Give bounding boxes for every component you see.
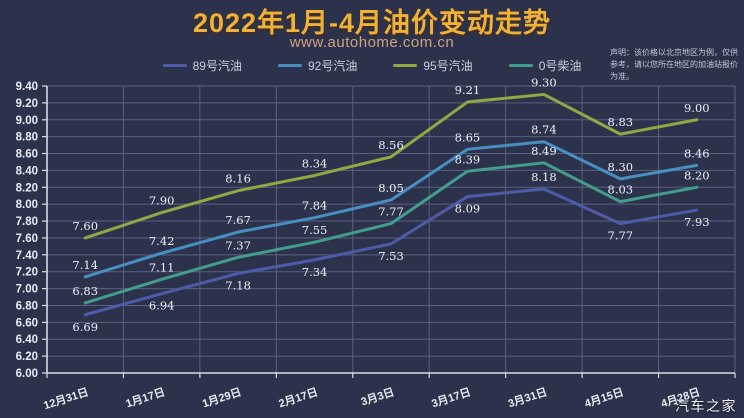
data-point-label: 7.37 xyxy=(225,238,251,252)
data-point-label: 9.21 xyxy=(455,83,481,97)
data-point-label: 7.53 xyxy=(378,249,404,263)
y-axis-label: 6.00 xyxy=(16,368,38,380)
y-axis-label: 7.60 xyxy=(16,233,38,245)
series-line-2 xyxy=(83,92,699,240)
series-line-1 xyxy=(83,140,699,279)
data-point-label: 6.94 xyxy=(149,299,175,313)
y-axis-label: 8.00 xyxy=(16,199,38,211)
data-point-label: 7.14 xyxy=(72,258,98,272)
x-axis-label: 12月31日 xyxy=(42,385,90,412)
legend-label: 89号汽油 xyxy=(192,59,242,73)
data-point-label: 8.16 xyxy=(225,172,251,186)
x-axis-label: 2月17日 xyxy=(277,385,319,410)
data-point-label: 6.69 xyxy=(72,320,98,334)
data-point-label: 7.11 xyxy=(149,260,175,274)
legend-item-3: 0号柴油 xyxy=(508,57,582,74)
data-point-label: 7.67 xyxy=(225,213,251,227)
legend-line-swatch xyxy=(162,64,187,67)
x-axis-label: 3月31日 xyxy=(506,385,548,410)
y-axis-label: 9.00 xyxy=(16,115,38,127)
data-point-label: 9.30 xyxy=(531,75,557,89)
data-point-label: 8.34 xyxy=(302,156,328,170)
data-point-label: 8.09 xyxy=(455,202,481,216)
y-axis-label: 6.60 xyxy=(16,317,38,329)
y-axis-label: 7.20 xyxy=(16,267,38,279)
chart-legend: 89号汽油 92号汽油 95号汽油 0号柴油 xyxy=(0,57,744,74)
legend-item-0: 89号汽油 xyxy=(162,57,242,74)
page-title: 2022年1月-4月油价变动走势 xyxy=(192,8,552,38)
x-axis-label: 1月29日 xyxy=(201,385,243,410)
data-point-label: 8.39 xyxy=(455,152,481,166)
autohome-watermark: 汽车之家 xyxy=(675,398,737,414)
y-axis-label: 8.80 xyxy=(16,132,38,144)
y-axis-label: 8.40 xyxy=(16,165,38,177)
data-point-label: 7.84 xyxy=(302,199,328,213)
x-axis-label: 1月17日 xyxy=(124,385,166,410)
data-point-label: 8.18 xyxy=(531,170,557,184)
data-point-label: 7.93 xyxy=(684,215,710,229)
x-axis-label: 4月15日 xyxy=(583,385,625,410)
legend-line-swatch xyxy=(508,64,533,67)
data-point-label: 7.18 xyxy=(225,278,251,292)
y-axis-label: 9.40 xyxy=(16,81,38,93)
legend-item-1: 92号汽油 xyxy=(277,57,358,74)
data-point-label: 8.74 xyxy=(531,123,557,137)
x-axis-label: 3月3日 xyxy=(359,385,396,408)
data-point-label: 8.05 xyxy=(378,181,404,195)
disclaimer-note: 声明：该价格以北京地区为例，仅供参考，请以您所在地区的加油站报价为准。 xyxy=(610,48,738,81)
y-axis-label: 8.60 xyxy=(16,149,38,161)
data-point-label: 8.46 xyxy=(684,146,710,160)
data-point-label: 8.56 xyxy=(378,138,404,152)
y-axis-label: 6.80 xyxy=(16,300,38,312)
data-point-label: 7.42 xyxy=(149,234,175,248)
legend-label: 95号汽油 xyxy=(423,59,473,73)
x-axis-label: 3月17日 xyxy=(430,385,472,410)
data-point-label: 8.20 xyxy=(684,168,710,182)
legend-label: 0号柴油 xyxy=(538,59,582,73)
data-point-label: 8.30 xyxy=(608,160,634,174)
data-point-label: 8.03 xyxy=(608,183,634,197)
legend-label: 92号汽油 xyxy=(307,59,358,73)
data-point-label: 7.90 xyxy=(149,194,175,208)
data-point-label: 7.77 xyxy=(378,205,404,219)
legend-item-2: 95号汽油 xyxy=(393,57,473,74)
data-point-label: 6.83 xyxy=(72,284,98,298)
y-axis-label: 6.20 xyxy=(16,351,38,363)
y-axis-label: 7.40 xyxy=(16,250,38,262)
data-point-label: 8.49 xyxy=(531,144,557,158)
data-point-label: 7.34 xyxy=(302,265,328,279)
data-point-label: 7.77 xyxy=(608,229,634,243)
site-url: www.autohome.com.cn xyxy=(289,34,455,51)
data-point-label: 8.83 xyxy=(608,115,634,129)
y-axis-label: 9.20 xyxy=(16,98,38,110)
legend-line-swatch xyxy=(393,64,418,67)
series-line-3 xyxy=(83,161,699,305)
legend-line-swatch xyxy=(277,64,302,67)
data-point-label: 7.55 xyxy=(302,223,328,237)
data-point-label: 7.60 xyxy=(72,219,98,233)
data-point-label: 8.65 xyxy=(455,130,481,144)
y-axis-label: 7.80 xyxy=(16,216,38,228)
y-axis-label: 8.20 xyxy=(16,182,38,194)
data-point-label: 9.00 xyxy=(684,101,710,115)
series-line-0 xyxy=(83,187,699,317)
y-axis-label: 7.00 xyxy=(16,284,38,296)
y-axis-label: 6.40 xyxy=(16,334,38,346)
